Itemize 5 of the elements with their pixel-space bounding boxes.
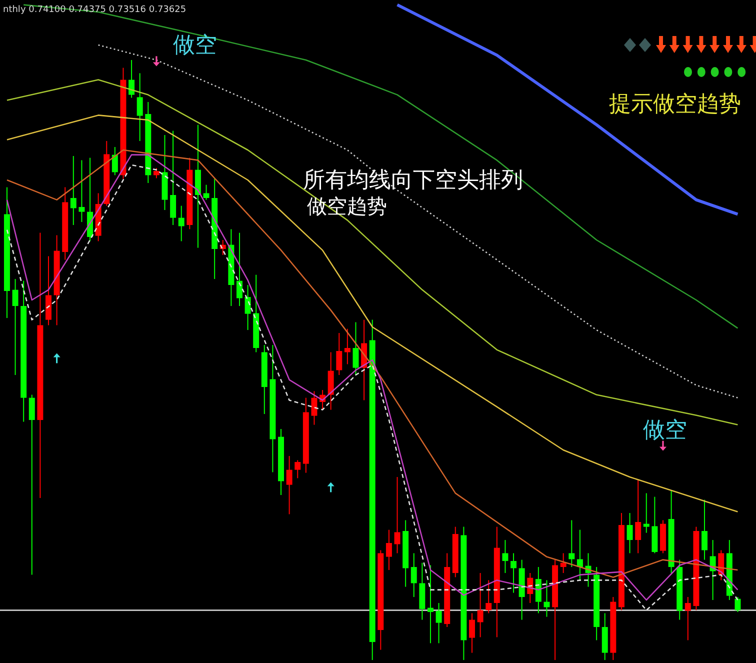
annotation: 做空 (643, 418, 687, 443)
annotation: 做空 (173, 33, 217, 58)
annotation: 提示做空趋势 (609, 92, 741, 117)
annotation: 所有均线向下空头排列 (303, 168, 523, 193)
annotation: 做空趋势 (307, 194, 387, 218)
